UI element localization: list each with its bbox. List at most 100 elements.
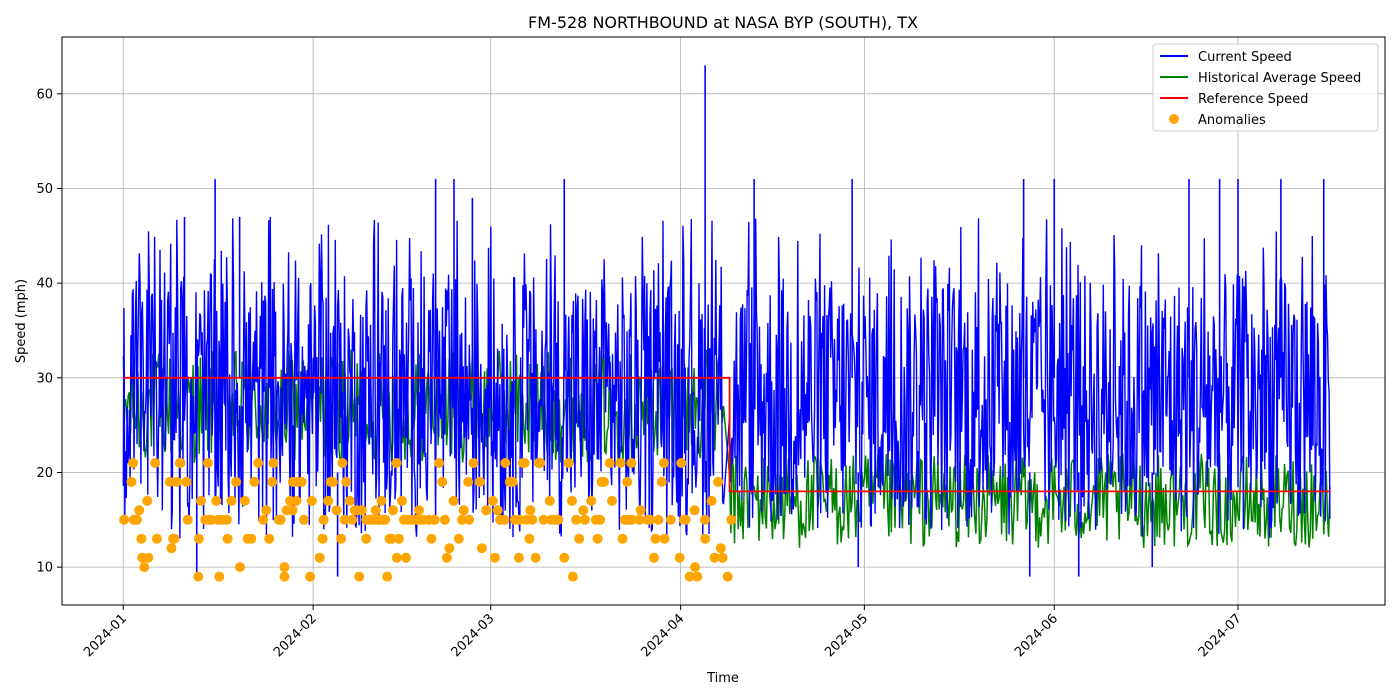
y-tick-label: 20 bbox=[36, 466, 53, 481]
anomaly-point bbox=[291, 495, 302, 506]
anomaly-point bbox=[211, 495, 222, 506]
anomaly-point bbox=[126, 476, 137, 487]
anomaly-point bbox=[527, 514, 538, 525]
series-layer bbox=[119, 65, 1331, 582]
anomaly-point bbox=[507, 476, 518, 487]
anomaly-point bbox=[665, 514, 676, 525]
anomaly-point bbox=[535, 458, 546, 468]
anomaly-point bbox=[530, 552, 541, 563]
anomaly-point bbox=[645, 514, 655, 525]
anomaly-point bbox=[341, 476, 352, 487]
anomaly-point bbox=[275, 514, 286, 525]
anomaly-point bbox=[206, 514, 217, 525]
x-tick-label: 2024-01 bbox=[81, 611, 130, 660]
anomaly-point bbox=[674, 552, 685, 563]
anomaly-point bbox=[397, 495, 407, 506]
anomaly-point bbox=[607, 495, 617, 506]
anomaly-point bbox=[388, 505, 399, 516]
anomaly-point bbox=[139, 562, 150, 573]
anomaly-point bbox=[380, 514, 391, 525]
anomaly-point bbox=[699, 514, 710, 525]
anomaly-point bbox=[136, 533, 147, 544]
anomaly-point bbox=[617, 533, 628, 544]
anomaly-point bbox=[474, 476, 485, 487]
anomaly-point bbox=[658, 458, 669, 468]
y-tick-label: 40 bbox=[36, 277, 53, 292]
anomaly-point bbox=[463, 476, 474, 487]
anomaly-point bbox=[166, 543, 177, 554]
anomaly-point bbox=[150, 458, 161, 468]
anomaly-point bbox=[175, 458, 186, 468]
x-tick-label: 2024-04 bbox=[638, 611, 687, 660]
anomaly-point bbox=[649, 552, 659, 563]
anomaly-point bbox=[279, 571, 290, 582]
anomaly-point bbox=[119, 514, 130, 525]
anomaly-point bbox=[221, 514, 232, 525]
anomaly-point bbox=[370, 505, 381, 516]
anomaly-point bbox=[323, 495, 334, 506]
anomaly-point bbox=[599, 476, 609, 487]
anomaly-point bbox=[414, 505, 424, 516]
anomaly-point bbox=[222, 533, 233, 544]
anomaly-point bbox=[296, 476, 307, 487]
anomaly-point bbox=[401, 552, 411, 563]
anomaly-point bbox=[656, 476, 667, 487]
anomaly-point bbox=[476, 543, 487, 554]
anomaly-point bbox=[692, 571, 703, 582]
anomaly-point bbox=[650, 533, 661, 544]
chart-title: FM-528 NORTHBOUND at NASA BYP (SOUTH), T… bbox=[528, 13, 918, 32]
anomaly-point bbox=[676, 458, 687, 468]
anomaly-point bbox=[391, 458, 402, 468]
anomaly-point bbox=[690, 562, 700, 573]
anomaly-point bbox=[448, 495, 459, 506]
anomaly-point bbox=[634, 514, 645, 525]
anomaly-point bbox=[268, 458, 279, 468]
anomaly-point bbox=[344, 495, 355, 506]
anomaly-point bbox=[143, 552, 154, 563]
anomaly-point bbox=[553, 514, 564, 525]
anomaly-point bbox=[331, 505, 342, 516]
anomaly-point bbox=[726, 514, 737, 525]
anomaly-point bbox=[317, 533, 328, 544]
anomaly-point bbox=[337, 458, 348, 468]
anomaly-point bbox=[615, 458, 626, 468]
anomaly-point bbox=[151, 533, 162, 544]
anomaly-point bbox=[318, 514, 329, 525]
anomaly-point bbox=[437, 476, 448, 487]
legend: Current Speed Historical Average Speed R… bbox=[1152, 43, 1379, 132]
anomaly-point bbox=[635, 505, 646, 516]
anomaly-point bbox=[226, 495, 237, 506]
anomaly-point bbox=[258, 514, 269, 525]
anomaly-point bbox=[717, 552, 728, 563]
anomaly-point bbox=[429, 514, 440, 525]
anomaly-point bbox=[626, 458, 637, 468]
anomaly-point bbox=[261, 505, 272, 516]
legend-label-reference-speed: Reference Speed bbox=[1198, 92, 1308, 107]
anomaly-point bbox=[578, 505, 589, 516]
anomaly-point bbox=[684, 571, 695, 582]
anomaly-point bbox=[356, 505, 367, 516]
anomaly-point bbox=[287, 505, 298, 516]
anomaly-point bbox=[181, 476, 192, 487]
anomaly-point bbox=[499, 514, 510, 525]
anomaly-point bbox=[468, 458, 479, 468]
anomaly-point bbox=[196, 495, 206, 506]
anomaly-point bbox=[680, 514, 691, 525]
anomaly-point bbox=[336, 533, 347, 544]
anomaly-point bbox=[347, 514, 358, 525]
anomaly-point bbox=[239, 495, 250, 506]
anomaly-point bbox=[586, 495, 597, 506]
x-tick-label: 2024-03 bbox=[449, 611, 498, 660]
series-current-speed bbox=[122, 216, 1331, 539]
anomaly-point bbox=[182, 514, 193, 525]
anomaly-point bbox=[567, 495, 577, 506]
anomaly-point bbox=[500, 458, 511, 468]
anomaly-point bbox=[299, 514, 309, 525]
anomaly-point bbox=[722, 571, 733, 582]
x-tick-label: 2024-06 bbox=[1012, 611, 1061, 660]
x-tick-label: 2024-05 bbox=[822, 611, 871, 660]
anomaly-point bbox=[579, 514, 590, 525]
anomaly-point bbox=[246, 533, 257, 544]
anomaly-point bbox=[457, 514, 468, 525]
